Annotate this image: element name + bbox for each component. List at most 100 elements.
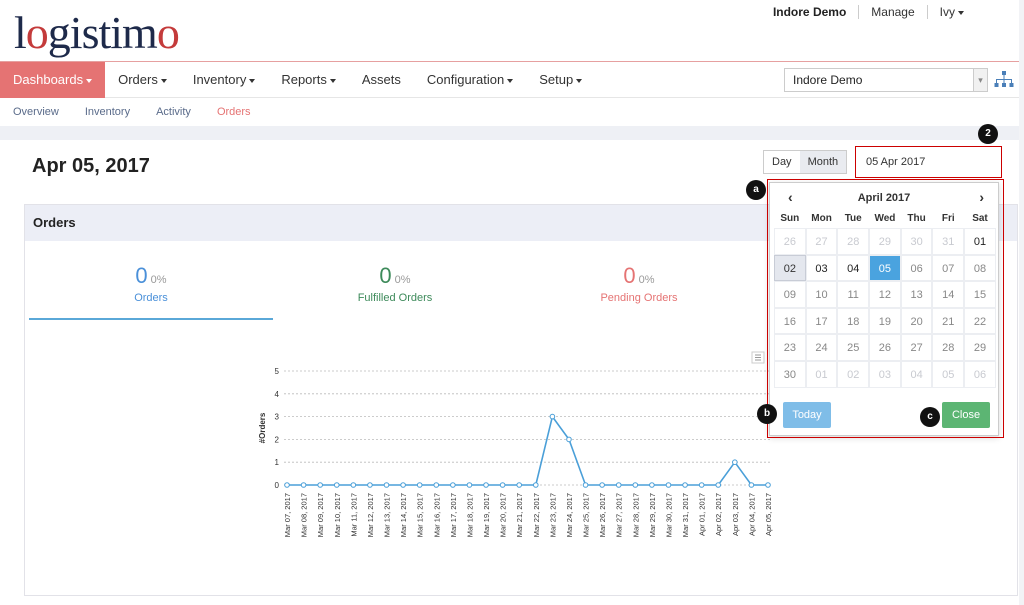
day-cell[interactable]: 26 (869, 334, 901, 361)
day-cell[interactable]: 30 (900, 228, 933, 255)
data-point (748, 482, 755, 488)
data-point (333, 482, 340, 488)
nav-item-dashboards[interactable]: Dashboards (0, 62, 106, 98)
logistimo-logo[interactable]: logistimo (14, 7, 180, 58)
stat-value: 0 (135, 263, 148, 288)
day-cell[interactable]: 01 (964, 228, 996, 255)
subnav-item-activity[interactable]: Activity (156, 106, 191, 118)
day-cell[interactable]: 27 (900, 334, 933, 361)
chevron-down-icon (507, 78, 514, 83)
subnav-item-inventory[interactable]: Inventory (84, 106, 131, 118)
data-point (450, 482, 456, 488)
user-menu[interactable]: Ivy (928, 5, 976, 19)
week-row: 30 01 02 03 04 05 06 (774, 360, 996, 388)
subnav-item-orders[interactable]: Orders (216, 106, 251, 118)
day-cell[interactable]: 20 (900, 307, 933, 335)
day-cell[interactable]: 04 (900, 360, 933, 388)
data-point (383, 482, 390, 488)
datepicker-month-label[interactable]: April 2017 (857, 192, 911, 204)
stat-label: Pending Orders (600, 292, 678, 304)
date-input[interactable]: 05 Apr 2017 (855, 146, 1002, 178)
stat-orders[interactable]: 0 0% Orders (29, 263, 273, 304)
day-cell[interactable]: 24 (805, 334, 838, 361)
day-cell[interactable]: 26 (774, 228, 806, 255)
data-point (284, 482, 290, 488)
day-cell[interactable]: 08 (964, 254, 996, 282)
prev-month-button[interactable]: ‹ (788, 189, 793, 205)
week-row: 02 03 04 05 06 07 08 (774, 254, 996, 282)
day-cell[interactable]: 11 (837, 281, 870, 308)
x-tick-label: Mar 21, 2017 (515, 493, 524, 537)
day-cell[interactable]: 21 (932, 307, 965, 335)
nav-item-assets[interactable]: Assets (349, 62, 414, 98)
datepicker-grid: Sun Mon Tue Wed Thu Fri Sat 26 27 28 29 30 31 01 02 03 0… (774, 213, 996, 388)
x-tick-label: Mar 29, 2017 (648, 493, 657, 537)
data-point (732, 459, 738, 466)
weekday-label: Sun (780, 213, 800, 224)
day-cell[interactable]: 09 (774, 281, 806, 308)
period-day-button[interactable]: Day (764, 151, 800, 173)
day-cell[interactable]: 16 (774, 307, 806, 335)
manage-link[interactable]: Manage (871, 5, 915, 19)
day-cell[interactable]: 22 (964, 307, 996, 335)
chevron-down-icon (86, 78, 93, 83)
day-cell[interactable]: 02 (774, 254, 806, 282)
nav-item-orders[interactable]: Orders (105, 62, 180, 98)
day-cell[interactable]: 05 (869, 254, 901, 282)
x-tick-label: Mar 17, 2017 (449, 493, 458, 537)
week-row: 16 17 18 19 20 21 22 (774, 307, 996, 335)
stat-fulfilled-orders[interactable]: 0 0% Fulfilled Orders (273, 263, 517, 304)
x-tick-label: Apr 01, 2017 (698, 493, 707, 536)
domain-tree-icon[interactable] (994, 70, 1014, 90)
y-tick-label: 2 (275, 435, 280, 444)
x-tick-label: Mar 31, 2017 (681, 493, 690, 537)
day-cell[interactable]: 14 (932, 281, 965, 308)
day-cell[interactable]: 01 (805, 360, 838, 388)
domain-select[interactable]: Indore Demo ▾ (784, 68, 988, 92)
day-cell[interactable]: 31 (932, 228, 965, 255)
day-cell[interactable]: 06 (964, 360, 996, 388)
day-cell[interactable]: 03 (869, 360, 901, 388)
nav-item-configuration[interactable]: Configuration (414, 62, 526, 98)
close-button[interactable]: Close (942, 402, 990, 428)
data-point (532, 482, 539, 488)
nav-item-reports[interactable]: Reports (268, 62, 349, 98)
day-cell[interactable]: 06 (900, 254, 933, 282)
day-cell[interactable]: 02 (837, 360, 870, 388)
day-cell[interactable]: 13 (900, 281, 933, 308)
day-cell[interactable]: 19 (869, 307, 901, 335)
day-cell[interactable]: 18 (837, 307, 870, 335)
nav-item-inventory[interactable]: Inventory (180, 62, 268, 98)
day-cell[interactable]: 17 (805, 307, 838, 335)
day-cell[interactable]: 03 (805, 254, 838, 282)
day-cell[interactable]: 29 (869, 228, 901, 255)
day-cell[interactable]: 10 (805, 281, 838, 308)
day-cell[interactable]: 25 (837, 334, 870, 361)
data-point (350, 482, 357, 488)
day-cell[interactable]: 30 (774, 360, 806, 388)
data-point (416, 482, 423, 488)
day-cell[interactable]: 23 (774, 334, 806, 361)
day-cell[interactable]: 29 (964, 334, 996, 361)
chart-menu-icon[interactable] (751, 351, 765, 364)
stat-pending-orders[interactable]: 0 0% Pending Orders (517, 263, 761, 304)
day-cell[interactable]: 27 (805, 228, 838, 255)
today-button[interactable]: Today (783, 402, 831, 428)
nav-item-label: Orders (118, 72, 158, 87)
day-cell[interactable]: 12 (869, 281, 901, 308)
day-cell[interactable]: 04 (837, 254, 870, 282)
scrollbar-track[interactable] (1019, 0, 1024, 605)
nav-item-setup[interactable]: Setup (526, 62, 595, 98)
day-cell[interactable]: 15 (964, 281, 996, 308)
x-tick-label: Mar 26, 2017 (598, 493, 607, 537)
day-cell[interactable]: 28 (837, 228, 870, 255)
top-bar: logistimo Indore Demo Manage Ivy (0, 0, 1024, 62)
data-point (599, 482, 605, 488)
day-cell[interactable]: 05 (932, 360, 965, 388)
period-month-button[interactable]: Month (799, 151, 847, 173)
next-month-button[interactable]: › (979, 189, 984, 205)
divider (858, 5, 860, 19)
day-cell[interactable]: 28 (932, 334, 965, 361)
subnav-item-overview[interactable]: Overview (13, 106, 59, 118)
day-cell[interactable]: 07 (932, 254, 965, 282)
